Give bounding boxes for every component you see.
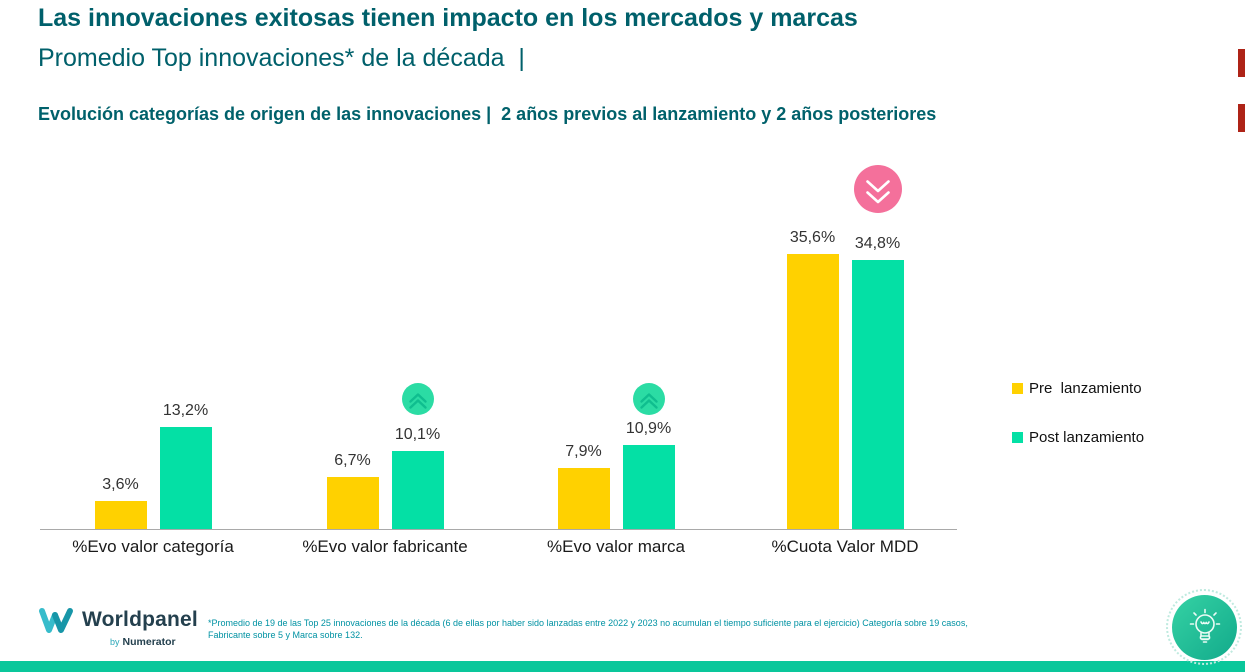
footnote: *Promedio de 19 de las Top 25 innovacion… <box>208 618 968 640</box>
value-label: 34,8% <box>854 235 901 252</box>
chevron-down-badge-icon <box>853 164 903 214</box>
legend-swatch-pre <box>1012 383 1023 394</box>
edge-accent-bar <box>1238 104 1245 132</box>
value-label: 7,9% <box>565 443 602 460</box>
legend-swatch-post <box>1012 432 1023 443</box>
category-label: %Evo valor marca <box>547 537 685 556</box>
page-subtitle: Promedio Top innovaciones* de la década … <box>38 44 525 72</box>
bottom-accent-bar <box>0 661 1245 672</box>
bar-post-1 <box>391 451 444 529</box>
edge-accent-bar <box>1238 49 1245 77</box>
logo-brand-text: Worldpanel <box>82 608 198 631</box>
legend-label-post: Post lanzamiento <box>1029 429 1145 446</box>
worldpanel-logo: Worldpanel by Numerator <box>38 598 203 656</box>
category-label: %Evo valor categoría <box>72 537 234 556</box>
bar-pre-2 <box>557 468 610 529</box>
legend-item-post: Post lanzamiento <box>1012 429 1144 446</box>
category-label: %Cuota Valor MDD <box>771 537 919 556</box>
value-label: 10,1% <box>394 426 441 443</box>
bar-pre-1 <box>326 477 379 529</box>
value-label: 10,9% <box>625 420 672 437</box>
logo-company-text: Numerator <box>122 636 176 648</box>
page-title: Las innovaciones exitosas tienen impacto… <box>38 4 858 32</box>
x-axis-line <box>40 529 957 530</box>
bar-post-0 <box>159 427 212 529</box>
chevron-up-badge-icon <box>632 382 666 416</box>
category-label: %Evo valor fabricante <box>302 537 468 556</box>
bar-pre-3 <box>786 254 839 529</box>
lightbulb-dotted-ring <box>1166 589 1242 665</box>
bar-post-3 <box>851 260 904 529</box>
legend-label-pre: Pre lanzamiento <box>1029 380 1142 397</box>
bar-post-2 <box>622 445 675 529</box>
value-label: 6,7% <box>334 452 371 469</box>
legend-item-pre: Pre lanzamiento <box>1012 380 1142 397</box>
value-label: 35,6% <box>789 229 836 246</box>
section-heading: Evolución categorías de origen de las in… <box>38 104 937 124</box>
chevron-up-badge-icon <box>401 382 435 416</box>
value-label: 13,2% <box>162 402 209 419</box>
bar-pre-0 <box>94 501 147 529</box>
logo-by-text: by <box>110 637 120 647</box>
lightbulb-button[interactable] <box>1172 595 1237 660</box>
worldpanel-w-icon <box>39 608 73 633</box>
lightbulb-icon <box>1189 608 1220 643</box>
value-label: 3,6% <box>102 476 139 493</box>
